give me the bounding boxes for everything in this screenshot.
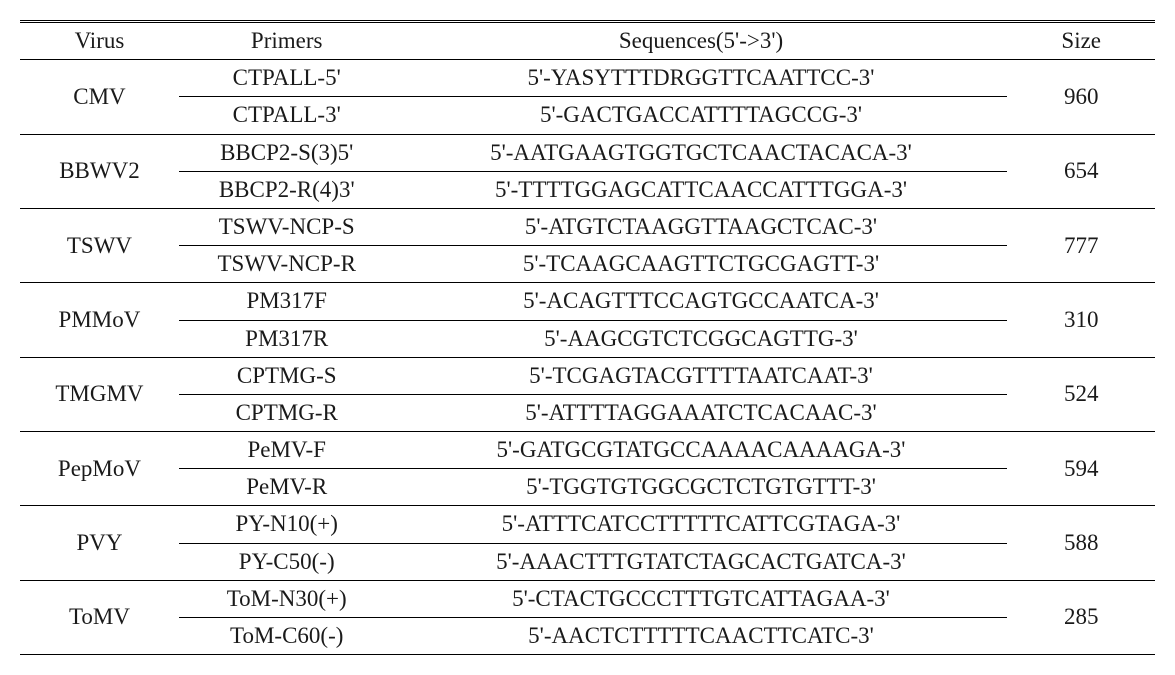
cell-size: 777 [1007,208,1155,282]
table-header-row: Virus Primers Sequences(5'->3') Size [20,22,1155,60]
cell-primer: CPTMG-S [179,357,395,394]
cell-sequence: 5'-YASYTTTDRGGTTCAATTCC-3' [395,60,1008,97]
header-seq: Sequences(5'->3') [395,22,1008,60]
header-primers: Primers [179,22,395,60]
primer-table-container: Virus Primers Sequences(5'->3') Size CMV… [20,20,1155,655]
cell-sequence: 5'-ATTTTAGGAAATCTCACAAC-3' [395,394,1008,431]
cell-sequence: 5'-ACAGTTTCCAGTGCCAATCA-3' [395,283,1008,320]
cell-virus: PepMoV [20,432,179,506]
table-row: ToMVToM-N30(+)5'-CTACTGCCCTTTGTCATTAGAA-… [20,580,1155,617]
cell-virus: PVY [20,506,179,580]
header-virus: Virus [20,22,179,60]
table-row: CTPALL-3'5'-GACTGACCATTTTAGCCG-3' [20,97,1155,134]
table-row: PY-C50(-)5'-AAACTTTGTATCTAGCACTGATCA-3' [20,543,1155,580]
primer-table: Virus Primers Sequences(5'->3') Size CMV… [20,20,1155,655]
table-row: ToM-C60(-)5'-AACTCTTTTTCAACTTCATC-3' [20,618,1155,655]
table-row: CMVCTPALL-5'5'-YASYTTTDRGGTTCAATTCC-3'96… [20,60,1155,97]
cell-primer: BBCP2-S(3)5' [179,134,395,171]
cell-primer: PM317R [179,320,395,357]
cell-sequence: 5'-TCGAGTACGTTTTAATCAAT-3' [395,357,1008,394]
cell-virus: PMMoV [20,283,179,357]
table-row: TSWVTSWV-NCP-S5'-ATGTCTAAGGTTAAGCTCAC-3'… [20,208,1155,245]
table-row: PepMoVPeMV-F5'-GATGCGTATGCCAAAACAAAAGA-3… [20,432,1155,469]
cell-virus: TSWV [20,208,179,282]
cell-size: 594 [1007,432,1155,506]
cell-size: 654 [1007,134,1155,208]
cell-primer: PeMV-F [179,432,395,469]
cell-primer: CTPALL-3' [179,97,395,134]
table-row: PeMV-R5'-TGGTGTGGCGCTCTGTGTTT-3' [20,469,1155,506]
cell-sequence: 5'-TCAAGCAAGTTCTGCGAGTT-3' [395,246,1008,283]
cell-primer: BBCP2-R(4)3' [179,171,395,208]
cell-sequence: 5'-ATTTCATCCTTTTTCATTCGTAGA-3' [395,506,1008,543]
cell-virus: CMV [20,60,179,134]
cell-sequence: 5'-AAACTTTGTATCTAGCACTGATCA-3' [395,543,1008,580]
cell-primer: TSWV-NCP-R [179,246,395,283]
header-size: Size [1007,22,1155,60]
cell-primer: PY-N10(+) [179,506,395,543]
cell-sequence: 5'-CTACTGCCCTTTGTCATTAGAA-3' [395,580,1008,617]
cell-sequence: 5'-TGGTGTGGCGCTCTGTGTTT-3' [395,469,1008,506]
table-row: CPTMG-R5'-ATTTTAGGAAATCTCACAAC-3' [20,394,1155,431]
cell-sequence: 5'-ATGTCTAAGGTTAAGCTCAC-3' [395,208,1008,245]
table-row: BBWV2BBCP2-S(3)5'5'-AATGAAGTGGTGCTCAACTA… [20,134,1155,171]
table-row: TSWV-NCP-R5'-TCAAGCAAGTTCTGCGAGTT-3' [20,246,1155,283]
cell-primer: CTPALL-5' [179,60,395,97]
cell-primer: ToM-N30(+) [179,580,395,617]
table-row: BBCP2-R(4)3'5'-TTTTGGAGCATTCAACCATTTGGA-… [20,171,1155,208]
table-row: PM317R5'-AAGCGTCTCGGCAGTTG-3' [20,320,1155,357]
cell-virus: BBWV2 [20,134,179,208]
cell-size: 310 [1007,283,1155,357]
cell-sequence: 5'-AATGAAGTGGTGCTCAACTACACA-3' [395,134,1008,171]
cell-virus: ToMV [20,580,179,654]
cell-sequence: 5'-GACTGACCATTTTAGCCG-3' [395,97,1008,134]
cell-sequence: 5'-AAGCGTCTCGGCAGTTG-3' [395,320,1008,357]
table-row: PMMoVPM317F5'-ACAGTTTCCAGTGCCAATCA-3'310 [20,283,1155,320]
cell-primer: PY-C50(-) [179,543,395,580]
cell-primer: TSWV-NCP-S [179,208,395,245]
cell-primer: ToM-C60(-) [179,618,395,655]
table-row: PVYPY-N10(+)5'-ATTTCATCCTTTTTCATTCGTAGA-… [20,506,1155,543]
table-body: CMVCTPALL-5'5'-YASYTTTDRGGTTCAATTCC-3'96… [20,60,1155,655]
cell-size: 588 [1007,506,1155,580]
table-row: TMGMVCPTMG-S5'-TCGAGTACGTTTTAATCAAT-3'52… [20,357,1155,394]
cell-sequence: 5'-TTTTGGAGCATTCAACCATTTGGA-3' [395,171,1008,208]
cell-primer: CPTMG-R [179,394,395,431]
cell-size: 285 [1007,580,1155,654]
cell-primer: PM317F [179,283,395,320]
cell-size: 960 [1007,60,1155,134]
cell-primer: PeMV-R [179,469,395,506]
cell-sequence: 5'-AACTCTTTTTCAACTTCATC-3' [395,618,1008,655]
cell-size: 524 [1007,357,1155,431]
cell-sequence: 5'-GATGCGTATGCCAAAACAAAAGA-3' [395,432,1008,469]
cell-virus: TMGMV [20,357,179,431]
